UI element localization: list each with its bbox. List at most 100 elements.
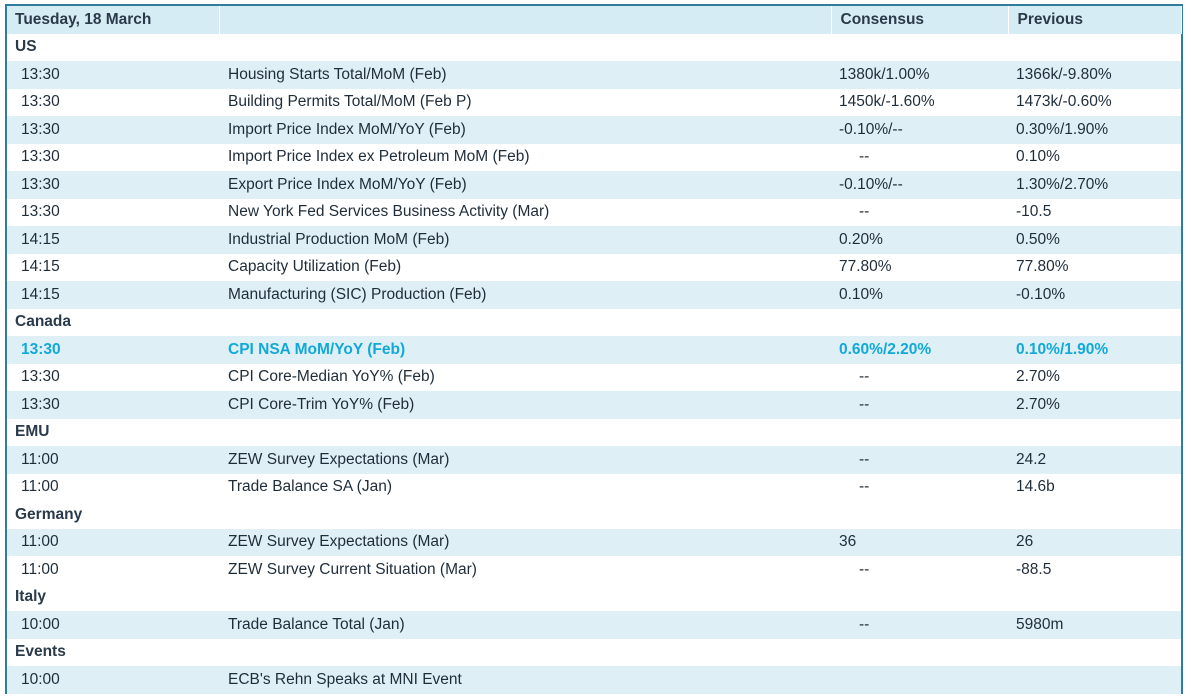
event-name: ZEW Survey Expectations (Mar) — [219, 528, 831, 556]
event-row: 13:30 CPI NSA MoM/YoY (Feb) 0.60%/2.20% 0.1… — [7, 336, 1181, 364]
previous-value: 1366k/-9.80% — [1008, 61, 1181, 89]
consensus-value: -- — [831, 363, 1008, 391]
previous-value — [1008, 666, 1181, 694]
event-row: 13:30 Building Permits Total/MoM (Feb P) 1… — [7, 88, 1181, 116]
event-time: 14:15 — [7, 226, 219, 254]
event-row: 13:30 New York Fed Services Business Acti… — [7, 198, 1181, 226]
event-name: Capacity Utilization (Feb) — [219, 253, 831, 281]
consensus-value: 77.80% — [831, 253, 1008, 281]
consensus-value: -0.10%/-- — [831, 171, 1008, 199]
consensus-value: 1450k/-1.60% — [831, 88, 1008, 116]
consensus-value: -- — [831, 556, 1008, 584]
event-name: ZEW Survey Expectations (Mar) — [219, 446, 831, 474]
event-name: ZEW Survey Current Situation (Mar) — [219, 556, 831, 584]
previous-value: -88.5 — [1008, 556, 1181, 584]
event-time: 13:30 — [7, 198, 219, 226]
consensus-value: 0.60%/2.20% — [831, 336, 1008, 364]
region-row: Germany — [7, 501, 1181, 529]
event-time: 14:15 — [7, 253, 219, 281]
previous-value: 26 — [1008, 528, 1181, 556]
event-name: Import Price Index MoM/YoY (Feb) — [219, 116, 831, 144]
previous-value: -10.5 — [1008, 198, 1181, 226]
event-time: 13:30 — [7, 88, 219, 116]
event-name: ECB's Rehn Speaks at MNI Event — [219, 666, 831, 694]
consensus-header: Consensus — [831, 6, 1009, 34]
event-name: Industrial Production MoM (Feb) — [219, 226, 831, 254]
region-row: Events — [7, 638, 1181, 666]
event-time: 10:00 — [7, 611, 219, 639]
event-row: 11:00 ZEW Survey Expectations (Mar) 36 26 — [7, 528, 1181, 556]
region-label: Italy — [7, 583, 1181, 611]
event-time: 11:00 — [7, 446, 219, 474]
economic-calendar-table: Tuesday, 18 March Consensus Previous US 1… — [7, 6, 1182, 694]
event-header — [219, 6, 832, 34]
event-row: 13:30 CPI Core-Median YoY% (Feb) -- 2.70% — [7, 363, 1181, 391]
event-time: 13:30 — [7, 116, 219, 144]
event-time: 13:30 — [7, 363, 219, 391]
consensus-value: -0.10%/-- — [831, 116, 1008, 144]
event-row: 14:15 Capacity Utilization (Feb) 77.80% 77.… — [7, 253, 1181, 281]
event-row: 13:30 Housing Starts Total/MoM (Feb) 1380k… — [7, 61, 1181, 89]
region-label: Canada — [7, 308, 1181, 336]
consensus-value: -- — [831, 473, 1008, 501]
event-row: 13:30 CPI Core-Trim YoY% (Feb) -- 2.70% — [7, 391, 1181, 419]
consensus-value — [831, 666, 1008, 694]
event-row: 14:15 Manufacturing (SIC) Production (Feb… — [7, 281, 1181, 309]
event-time: 14:15 — [7, 281, 219, 309]
region-label: EMU — [7, 418, 1181, 446]
event-row: 13:30 Export Price Index MoM/YoY (Feb) -0.… — [7, 171, 1181, 199]
event-name: CPI Core-Median YoY% (Feb) — [219, 363, 831, 391]
event-name: CPI Core-Trim YoY% (Feb) — [219, 391, 831, 419]
calendar-frame: Tuesday, 18 March Consensus Previous US 1… — [5, 4, 1183, 694]
event-row: 11:00 ZEW Survey Current Situation (Mar) -… — [7, 556, 1181, 584]
header-row: Tuesday, 18 March Consensus Previous — [7, 6, 1182, 34]
event-name: Import Price Index ex Petroleum MoM (Feb… — [219, 143, 831, 171]
previous-value: 14.6b — [1008, 473, 1181, 501]
event-time: 13:30 — [7, 171, 219, 199]
previous-value: 1473k/-0.60% — [1008, 88, 1181, 116]
event-name: New York Fed Services Business Activity … — [219, 198, 831, 226]
consensus-value: 0.10% — [831, 281, 1008, 309]
previous-header: Previous — [1008, 6, 1182, 34]
previous-value: 2.70% — [1008, 363, 1181, 391]
previous-value: 0.10%/1.90% — [1008, 336, 1181, 364]
event-time: 13:30 — [7, 336, 219, 364]
event-row: 10:00 ECB's Rehn Speaks at MNI Event — [7, 666, 1181, 694]
previous-value: 0.10% — [1008, 143, 1181, 171]
region-label: Events — [7, 638, 1181, 666]
previous-value: 24.2 — [1008, 446, 1181, 474]
event-row: 11:00 ZEW Survey Expectations (Mar) -- 24.2 — [7, 446, 1181, 474]
previous-value: 77.80% — [1008, 253, 1181, 281]
event-name: CPI NSA MoM/YoY (Feb) — [219, 336, 831, 364]
event-row: 13:30 Import Price Index MoM/YoY (Feb) -0.… — [7, 116, 1181, 144]
previous-value: 2.70% — [1008, 391, 1181, 419]
event-name: Manufacturing (SIC) Production (Feb) — [219, 281, 831, 309]
event-row: 10:00 Trade Balance Total (Jan) -- 5980m — [7, 611, 1181, 639]
event-name: Export Price Index MoM/YoY (Feb) — [219, 171, 831, 199]
consensus-value: -- — [831, 391, 1008, 419]
event-row: 13:30 Import Price Index ex Petroleum MoM… — [7, 143, 1181, 171]
consensus-value: 0.20% — [831, 226, 1008, 254]
event-time: 13:30 — [7, 61, 219, 89]
event-time: 13:30 — [7, 143, 219, 171]
event-time: 11:00 — [7, 528, 219, 556]
previous-value: -0.10% — [1008, 281, 1181, 309]
consensus-value: 1380k/1.00% — [831, 61, 1008, 89]
previous-value: 0.50% — [1008, 226, 1181, 254]
event-name: Trade Balance Total (Jan) — [219, 611, 831, 639]
region-row: Canada — [7, 308, 1181, 336]
event-row: 14:15 Industrial Production MoM (Feb) 0.20… — [7, 226, 1181, 254]
previous-value: 1.30%/2.70% — [1008, 171, 1181, 199]
region-label: US — [7, 33, 1181, 61]
event-name: Trade Balance SA (Jan) — [219, 473, 831, 501]
date-header: Tuesday, 18 March — [7, 6, 220, 34]
event-time: 11:00 — [7, 556, 219, 584]
region-label: Germany — [7, 501, 1181, 529]
event-name: Housing Starts Total/MoM (Feb) — [219, 61, 831, 89]
consensus-value: -- — [831, 143, 1008, 171]
event-time: 13:30 — [7, 391, 219, 419]
region-row: Italy — [7, 583, 1181, 611]
previous-value: 5980m — [1008, 611, 1181, 639]
consensus-value: -- — [831, 198, 1008, 226]
region-row: US — [7, 33, 1181, 61]
